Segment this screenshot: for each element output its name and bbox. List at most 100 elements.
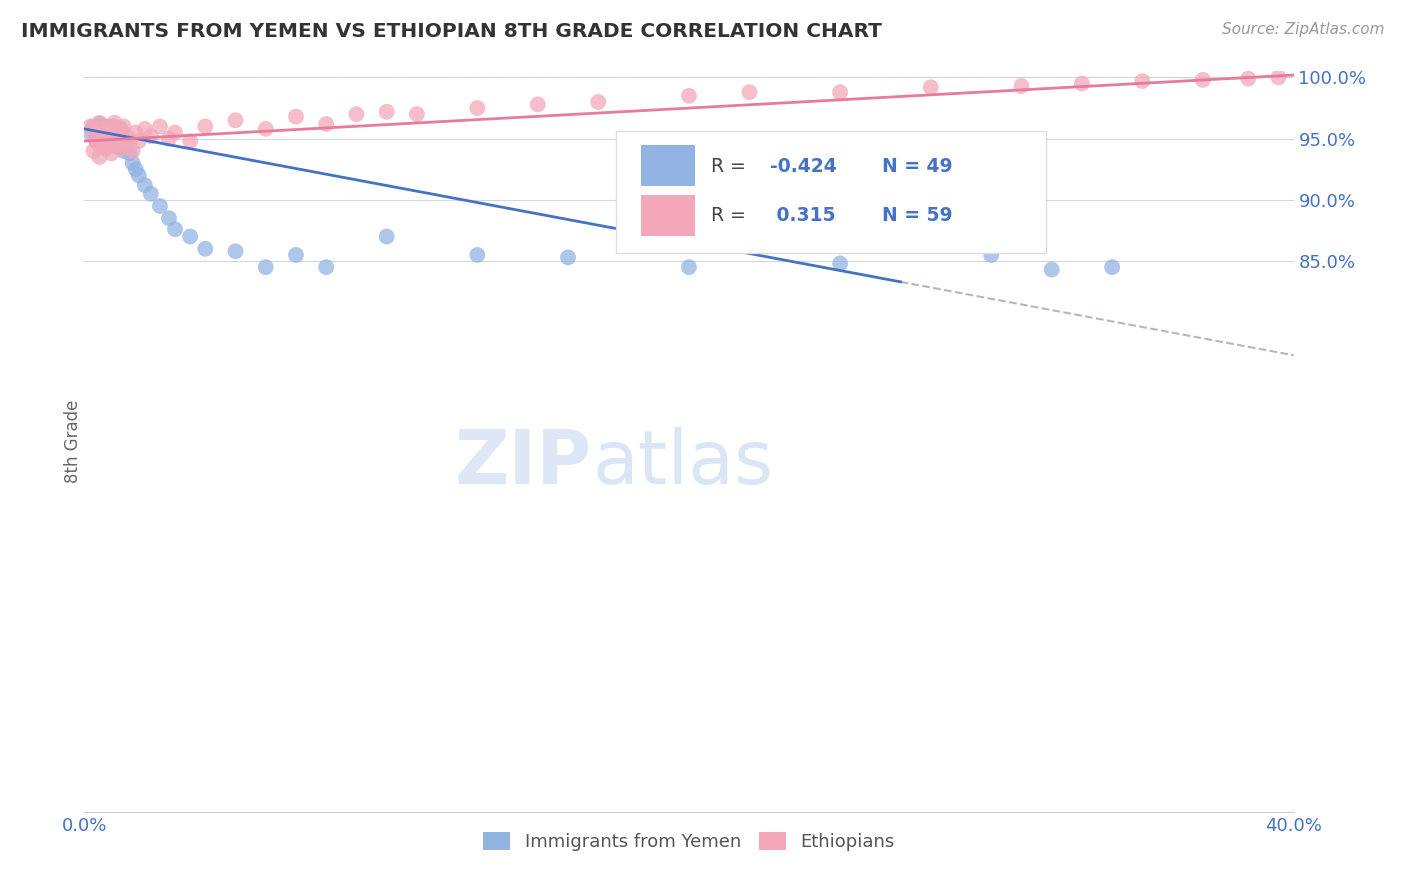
Point xyxy=(830,256,852,270)
Point xyxy=(115,129,138,144)
Point xyxy=(467,248,489,262)
Point xyxy=(1071,77,1094,91)
Point xyxy=(94,131,117,145)
Point xyxy=(110,121,132,136)
Point xyxy=(1011,78,1033,93)
Point xyxy=(91,134,114,148)
Point xyxy=(830,85,852,99)
Point xyxy=(112,131,135,145)
Point xyxy=(1101,260,1123,275)
Point xyxy=(134,178,156,193)
Point xyxy=(121,156,143,170)
Point xyxy=(89,131,111,145)
Point xyxy=(254,260,277,275)
Point xyxy=(285,248,308,262)
FancyBboxPatch shape xyxy=(641,145,695,186)
Point xyxy=(82,126,104,140)
Point xyxy=(79,126,101,140)
Point xyxy=(194,120,217,134)
Point xyxy=(375,104,398,119)
Point xyxy=(110,137,132,152)
Point xyxy=(315,260,337,275)
Point xyxy=(100,137,122,152)
Point xyxy=(179,134,201,148)
Point xyxy=(89,117,111,131)
Point xyxy=(920,80,942,95)
Point xyxy=(104,120,127,134)
Point xyxy=(94,141,117,155)
Point xyxy=(104,129,127,144)
Point xyxy=(1130,74,1153,88)
Point xyxy=(104,134,127,148)
Point xyxy=(118,134,141,148)
Point xyxy=(179,229,201,244)
Text: ZIP: ZIP xyxy=(456,427,592,500)
Point xyxy=(118,146,141,161)
Point xyxy=(110,137,132,152)
Point xyxy=(738,85,761,99)
Point xyxy=(100,126,122,140)
Point xyxy=(165,126,187,140)
Point xyxy=(1237,71,1260,86)
Text: N = 49: N = 49 xyxy=(883,157,953,176)
Point xyxy=(91,120,114,134)
Point xyxy=(149,120,172,134)
Point xyxy=(121,144,143,158)
Point xyxy=(125,162,148,177)
Point xyxy=(149,199,172,213)
Point xyxy=(139,186,162,201)
Point xyxy=(82,120,104,134)
Text: Source: ZipAtlas.com: Source: ZipAtlas.com xyxy=(1222,22,1385,37)
Point xyxy=(100,126,122,140)
Text: R =: R = xyxy=(710,157,752,176)
Text: R =: R = xyxy=(710,206,752,226)
Point xyxy=(94,126,117,140)
Point xyxy=(557,251,579,265)
Point xyxy=(1040,262,1063,277)
Point xyxy=(100,137,122,152)
Point xyxy=(134,121,156,136)
Point xyxy=(194,242,217,256)
Y-axis label: 8th Grade: 8th Grade xyxy=(65,400,82,483)
Point xyxy=(225,113,247,128)
Point xyxy=(89,137,111,152)
Point xyxy=(678,88,700,103)
Point xyxy=(588,95,610,109)
Point xyxy=(128,169,150,183)
Point xyxy=(82,144,104,158)
Point xyxy=(91,121,114,136)
Text: IMMIGRANTS FROM YEMEN VS ETHIOPIAN 8TH GRADE CORRELATION CHART: IMMIGRANTS FROM YEMEN VS ETHIOPIAN 8TH G… xyxy=(21,22,882,41)
Point xyxy=(285,110,308,124)
Point xyxy=(104,134,127,148)
Point xyxy=(128,134,150,148)
Point xyxy=(107,121,129,136)
Point xyxy=(94,137,117,152)
Point xyxy=(980,248,1002,262)
Point xyxy=(115,137,138,152)
Point xyxy=(86,134,108,148)
Point xyxy=(94,126,117,140)
FancyBboxPatch shape xyxy=(616,130,1046,252)
Text: 0.315: 0.315 xyxy=(770,206,835,226)
FancyBboxPatch shape xyxy=(641,195,695,235)
Point xyxy=(89,150,111,164)
Point xyxy=(315,117,337,131)
Point xyxy=(97,131,120,145)
Legend: Immigrants from Yemen, Ethiopians: Immigrants from Yemen, Ethiopians xyxy=(475,824,903,858)
Point xyxy=(100,146,122,161)
Point xyxy=(91,137,114,152)
Point xyxy=(110,126,132,140)
Point xyxy=(1192,73,1215,87)
Text: N = 59: N = 59 xyxy=(883,206,953,226)
Point xyxy=(406,107,429,121)
Point xyxy=(254,121,277,136)
Point xyxy=(86,128,108,142)
Text: -0.424: -0.424 xyxy=(770,157,837,176)
Point xyxy=(97,128,120,142)
Point xyxy=(157,211,180,226)
Point xyxy=(97,120,120,134)
Point xyxy=(112,144,135,158)
Point xyxy=(112,141,135,155)
Point xyxy=(107,137,129,152)
Point xyxy=(346,107,368,121)
